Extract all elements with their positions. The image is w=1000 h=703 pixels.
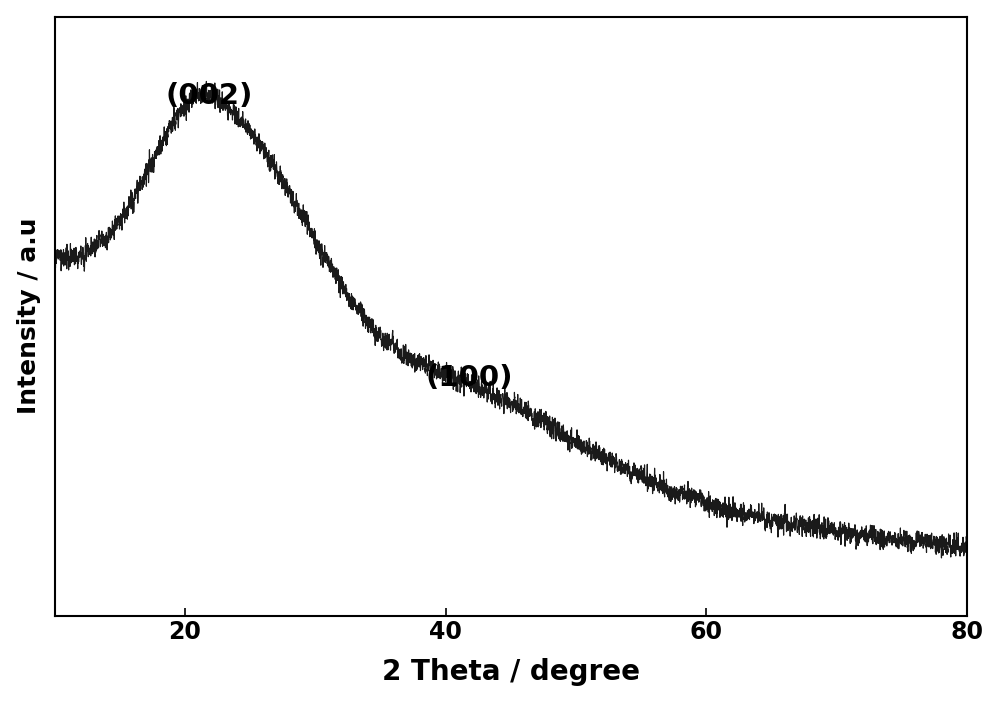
Text: (100): (100) — [426, 363, 513, 392]
Text: (002): (002) — [165, 82, 253, 110]
X-axis label: 2 Theta / degree: 2 Theta / degree — [382, 658, 640, 686]
Y-axis label: Intensity / a.u: Intensity / a.u — [17, 218, 41, 414]
